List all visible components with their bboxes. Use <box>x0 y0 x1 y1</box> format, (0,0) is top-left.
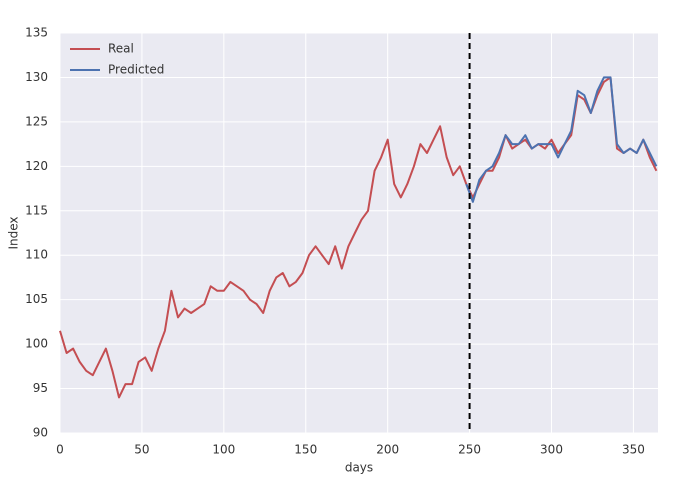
x-tick-label: 350 <box>622 443 645 457</box>
y-tick-label: 95 <box>33 381 48 395</box>
line <box>465 76 658 203</box>
y-tick-label: 105 <box>25 292 48 306</box>
y-tick-label: 115 <box>25 203 48 217</box>
plot-area <box>60 33 658 433</box>
y-tick-label: 135 <box>25 26 48 40</box>
x-tick-label: 300 <box>540 443 563 457</box>
y-tick-label: 130 <box>25 70 48 84</box>
x-tick-label: 0 <box>56 443 64 457</box>
x-tick-label: 250 <box>458 443 481 457</box>
line <box>59 76 658 399</box>
y-tick-label: 100 <box>25 337 48 351</box>
legend-label: Real <box>108 42 134 56</box>
x-axis-label: days <box>345 461 373 475</box>
y-tick-label: 110 <box>25 248 48 262</box>
x-tick-label: 50 <box>134 443 149 457</box>
y-tick-label: 120 <box>25 159 48 173</box>
y-axis-label: Index <box>7 216 21 249</box>
x-tick-label: 100 <box>212 443 235 457</box>
x-tick-label: 150 <box>294 443 317 457</box>
legend-label: Predicted <box>108 63 164 77</box>
y-tick-label: 125 <box>25 114 48 128</box>
y-tick-label: 90 <box>33 426 48 440</box>
x-tick-label: 200 <box>376 443 399 457</box>
